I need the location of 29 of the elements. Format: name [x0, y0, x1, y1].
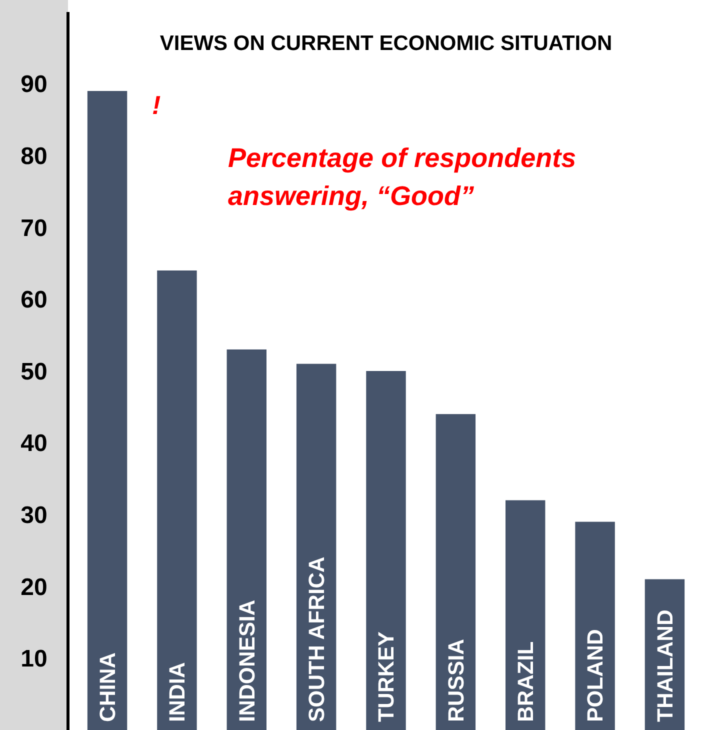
bar [575, 522, 615, 730]
y-tick-label: 50 [20, 358, 48, 386]
bar [226, 349, 266, 730]
x-tick-label: INDONESIA [234, 600, 260, 722]
bar [87, 90, 128, 730]
y-tick-label: 40 [20, 430, 48, 458]
annotation: Percentage of respondents answering, “Good” [228, 143, 576, 211]
x-tick-label: CHINA [94, 652, 120, 722]
x-tick-label: THAILAND [652, 610, 678, 722]
y-tick-label: 70 [20, 214, 48, 242]
y-tick-label: 60 [20, 286, 48, 314]
bar [296, 364, 336, 730]
bar [366, 371, 406, 730]
y-tick-label: 90 [20, 71, 48, 98]
y-tick-label: 20 [20, 574, 48, 601]
x-tick-label: INDIA [164, 662, 190, 722]
y-tick-label: 10 [20, 646, 48, 673]
y-tick-label: 80 [20, 143, 48, 170]
bar [157, 270, 197, 730]
text: VIEWS ON CURRENT ECONOMIC SITUATION [160, 32, 612, 55]
x-tick-label: POLAND [582, 629, 608, 722]
x-tick-label: BRAZIL [513, 641, 538, 722]
bar [506, 500, 546, 730]
x-tick-label: RUSSIA [443, 638, 468, 722]
y-tick-label: 30 [20, 502, 48, 529]
annotation: ! [152, 90, 161, 120]
bar [436, 414, 476, 730]
x-tick-label: SOUTH AFRICA [304, 556, 330, 722]
x-tick-label: TURKEY [374, 631, 399, 722]
